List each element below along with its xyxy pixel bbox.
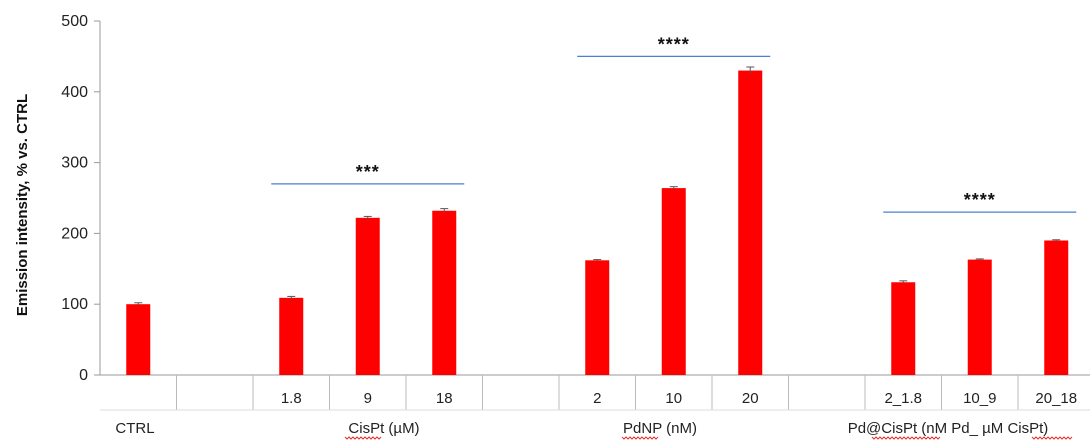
y-tick-label: 400 — [61, 84, 88, 101]
y-tick-label: 500 — [61, 13, 88, 30]
category-label: 1.8 — [281, 390, 302, 407]
bar — [1044, 240, 1069, 375]
group-label: Pd@CisPt (nM Pd_ µM CisPt) — [848, 420, 1049, 437]
spellcheck-underline — [1031, 436, 1073, 440]
category-label: 18 — [436, 390, 453, 407]
bar — [967, 259, 992, 375]
group-label: PdNP (nM) — [623, 420, 697, 437]
significance-marker: **** — [658, 34, 690, 54]
bar — [355, 217, 380, 375]
group-label: CTRL — [115, 420, 154, 437]
bar — [891, 282, 916, 375]
axes-layer: 0 100 200 300 400 500 — [61, 13, 1090, 411]
bar — [432, 210, 457, 375]
significance-marker: *** — [356, 162, 380, 182]
labels-layer: 1.8 9 18 2 10 20 2_1.8 10_9 20_18 CTRL CisPt (µM) P… — [115, 34, 1077, 440]
bars-layer — [126, 66, 1069, 375]
category-label: 10_9 — [963, 390, 996, 407]
bar — [279, 297, 304, 375]
spellcheck-underline — [871, 436, 941, 440]
category-label: 10 — [665, 390, 682, 407]
y-tick-label: 300 — [61, 155, 88, 172]
y-tick-label: 100 — [61, 296, 88, 313]
significance-marker: **** — [964, 190, 996, 210]
bar — [126, 304, 151, 375]
spellcheck-underline — [621, 436, 659, 440]
group-label: CisPt (µM) — [348, 420, 419, 437]
y-tick-label: 0 — [79, 367, 88, 384]
category-label: 2_1.8 — [884, 390, 922, 407]
category-label: 9 — [364, 390, 372, 407]
bar — [585, 260, 610, 375]
bar — [661, 188, 686, 375]
y-tick-label: 200 — [61, 225, 88, 242]
bar — [738, 70, 763, 375]
category-label: 20_18 — [1035, 390, 1077, 407]
spellcheck-underline — [344, 436, 382, 440]
category-label: 20 — [742, 390, 759, 407]
y-axis-label: Emission intensity, % vs. CTRL — [14, 94, 31, 316]
category-label: 2 — [593, 390, 601, 407]
